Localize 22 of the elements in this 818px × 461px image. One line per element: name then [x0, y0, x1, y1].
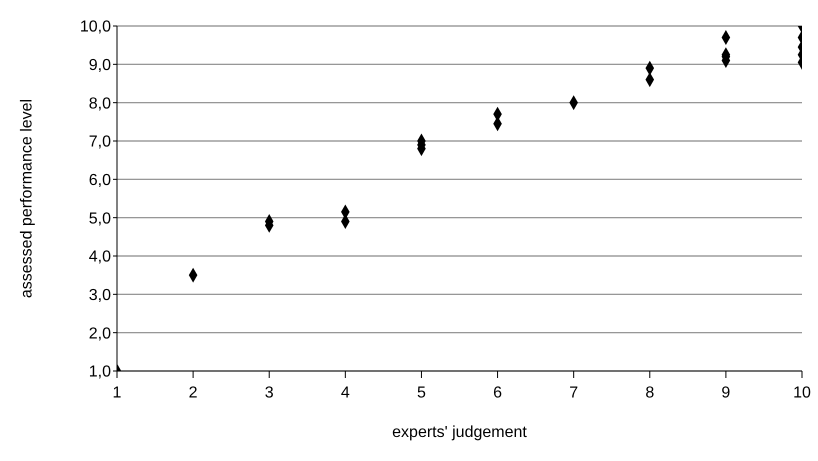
y-tick-label: 1,0 [88, 364, 112, 381]
x-tick-label: 2 [188, 384, 198, 402]
y-tick-label: 10,0 [80, 18, 112, 36]
x-tick-label: 5 [416, 384, 426, 402]
x-tick-label: 1 [112, 384, 122, 402]
y-tick-label: 2,0 [88, 325, 112, 342]
y-tick-label: 7,0 [88, 134, 112, 151]
y-axis-title: assessed performance level [18, 98, 36, 298]
y-tick-label: 9,0 [88, 57, 112, 74]
x-tick-label: 7 [569, 384, 578, 402]
y-tick-label: 8,0 [88, 95, 112, 112]
x-tick-label: 4 [340, 384, 350, 402]
y-tick-label: 4,0 [88, 248, 112, 266]
x-tick-label: 8 [645, 384, 654, 402]
x-tick-label: 10 [793, 384, 811, 402]
x-tick-label: 9 [721, 384, 730, 402]
x-tick-label: 3 [264, 384, 274, 402]
y-tick-label: 5,0 [88, 210, 112, 228]
x-axis-title: experts' judgement [392, 424, 528, 441]
y-tick-label: 6,0 [88, 172, 112, 190]
y-tick-label: 3,0 [88, 287, 112, 304]
x-tick-label: 6 [493, 384, 502, 402]
